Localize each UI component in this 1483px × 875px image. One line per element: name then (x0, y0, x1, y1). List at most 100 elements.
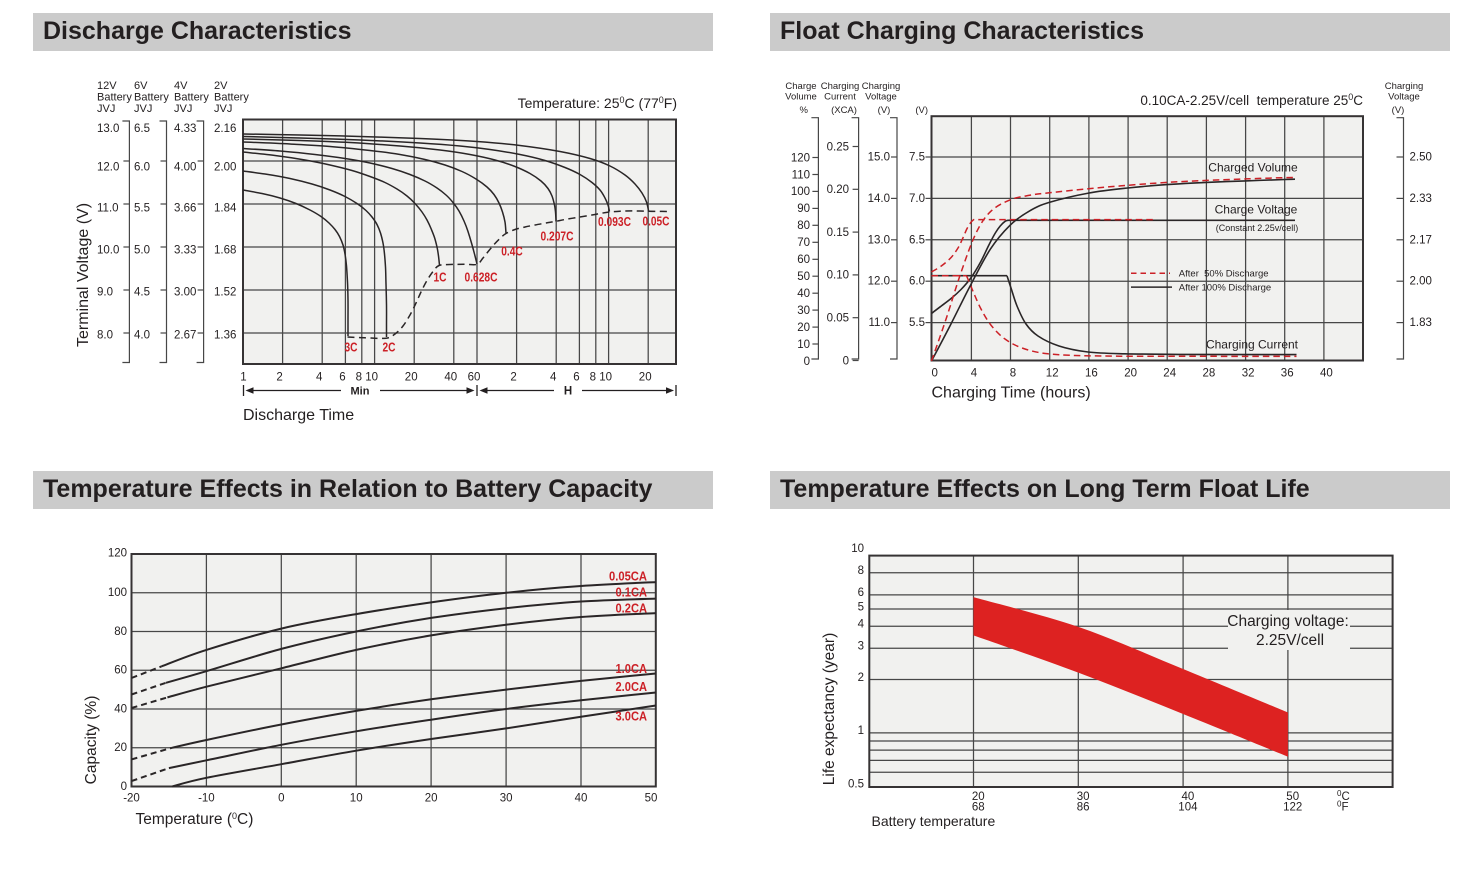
svg-text:0F: 0F (1337, 799, 1348, 813)
svg-text:4.33: 4.33 (174, 123, 196, 135)
svg-text:10.0: 10.0 (97, 245, 119, 257)
svg-text:(V): (V) (878, 105, 891, 116)
svg-text:2.67: 2.67 (174, 330, 196, 342)
svg-text:Voltage: Voltage (865, 92, 897, 103)
svg-text:30: 30 (797, 305, 810, 317)
svg-text:0.15: 0.15 (827, 227, 849, 239)
svg-text:2: 2 (858, 672, 864, 684)
svg-text:After 50% Discharge: After 50% Discharge (1179, 269, 1269, 280)
svg-text:3.66: 3.66 (174, 203, 196, 215)
svg-text:5.5: 5.5 (134, 203, 150, 215)
svg-text:40: 40 (575, 793, 588, 805)
svg-text:1.52: 1.52 (214, 287, 236, 299)
svg-text:Life expectancy (year): Life expectancy (year) (821, 633, 838, 786)
svg-text:32: 32 (1242, 368, 1255, 380)
svg-text:(XCA): (XCA) (831, 105, 857, 116)
svg-text:20: 20 (972, 791, 985, 803)
svg-text:30: 30 (1077, 791, 1090, 803)
svg-text:5.0: 5.0 (134, 245, 150, 257)
svg-text:Battery: Battery (174, 92, 209, 104)
svg-text:1.83: 1.83 (1410, 317, 1432, 329)
svg-text:4.0: 4.0 (134, 330, 150, 342)
svg-text:0.25: 0.25 (827, 141, 849, 153)
svg-text:JVJ: JVJ (174, 103, 192, 115)
svg-text:Charged Volume: Charged Volume (1208, 161, 1298, 175)
svg-text:12V: 12V (97, 80, 117, 92)
svg-text:60: 60 (114, 665, 127, 677)
svg-text:Battery: Battery (214, 92, 249, 104)
svg-text:100: 100 (791, 186, 810, 198)
svg-text:2C: 2C (383, 340, 396, 355)
svg-text:70: 70 (797, 237, 810, 249)
svg-text:0.05C: 0.05C (643, 214, 670, 229)
svg-text:100: 100 (108, 587, 127, 599)
svg-text:JVJ: JVJ (97, 103, 115, 115)
svg-text:4: 4 (316, 372, 323, 384)
svg-text:12: 12 (1046, 368, 1059, 380)
svg-text:14.0: 14.0 (868, 193, 890, 205)
svg-text:40: 40 (797, 288, 810, 300)
svg-text:2.50: 2.50 (1410, 152, 1432, 164)
svg-text:Volume: Volume (785, 92, 817, 103)
svg-text:8.0: 8.0 (97, 330, 113, 342)
svg-text:0.2CA: 0.2CA (616, 602, 648, 616)
svg-text:6.0: 6.0 (134, 162, 150, 174)
svg-text:6V: 6V (134, 80, 148, 92)
svg-text:40: 40 (1320, 368, 1333, 380)
svg-text:(V): (V) (1392, 105, 1405, 116)
svg-text:Discharge Time: Discharge Time (243, 407, 354, 424)
svg-text:0.5: 0.5 (848, 779, 864, 791)
svg-text:86: 86 (1077, 801, 1090, 813)
svg-text:20: 20 (797, 322, 810, 334)
svg-text:6: 6 (339, 372, 345, 384)
svg-text:10: 10 (599, 372, 612, 384)
svg-text:Battery temperature: Battery temperature (872, 813, 996, 829)
svg-text:20: 20 (639, 372, 652, 384)
svg-text:0: 0 (278, 793, 284, 805)
svg-text:3C: 3C (345, 340, 358, 355)
svg-text:0C: 0C (1337, 789, 1350, 803)
svg-text:9.0: 9.0 (97, 287, 113, 299)
svg-text:6.5: 6.5 (134, 123, 150, 135)
svg-text:0.10: 0.10 (827, 270, 849, 282)
svg-text:2.16: 2.16 (214, 123, 236, 135)
svg-text:Charge: Charge (785, 81, 816, 92)
svg-text:20: 20 (1124, 368, 1137, 380)
svg-text:12.0: 12.0 (97, 162, 119, 174)
svg-text:Battery: Battery (134, 92, 169, 104)
svg-text:120: 120 (791, 152, 810, 164)
svg-text:122: 122 (1283, 801, 1302, 813)
svg-text:13.0: 13.0 (97, 123, 119, 135)
svg-text:40: 40 (444, 372, 457, 384)
svg-text:40: 40 (1182, 791, 1195, 803)
svg-text:Temperature: 250C (770F): Temperature: 250C (770F) (518, 95, 677, 111)
svg-text:0.093C: 0.093C (598, 214, 631, 229)
svg-text:0.207C: 0.207C (541, 229, 574, 244)
svg-text:5.5: 5.5 (909, 317, 925, 329)
svg-text:5: 5 (858, 601, 864, 613)
svg-text:3.00: 3.00 (174, 287, 196, 299)
svg-text:50: 50 (797, 271, 810, 283)
svg-text:Charging: Charging (821, 81, 860, 92)
svg-text:2.33: 2.33 (1410, 193, 1432, 205)
svg-text:20: 20 (114, 742, 127, 754)
svg-text:JVJ: JVJ (214, 103, 232, 115)
svg-text:60: 60 (797, 254, 810, 266)
svg-text:8: 8 (858, 565, 864, 577)
svg-text:20: 20 (425, 793, 438, 805)
svg-text:0: 0 (931, 368, 937, 380)
svg-text:4V: 4V (174, 80, 188, 92)
svg-text:13.0: 13.0 (868, 234, 890, 246)
svg-text:After 100% Discharge: After 100% Discharge (1179, 282, 1271, 293)
svg-text:2.00: 2.00 (214, 162, 236, 174)
svg-text:1: 1 (858, 725, 864, 737)
svg-text:24: 24 (1163, 368, 1176, 380)
svg-text:4: 4 (858, 619, 865, 631)
svg-text:0.628C: 0.628C (465, 270, 498, 285)
svg-text:4.00: 4.00 (174, 162, 196, 174)
svg-text:20: 20 (405, 372, 418, 384)
svg-text:Capacity (%): Capacity (%) (83, 696, 100, 785)
svg-text:(V): (V) (915, 105, 928, 116)
svg-text:50: 50 (1286, 791, 1299, 803)
svg-text:0.05: 0.05 (827, 313, 849, 325)
